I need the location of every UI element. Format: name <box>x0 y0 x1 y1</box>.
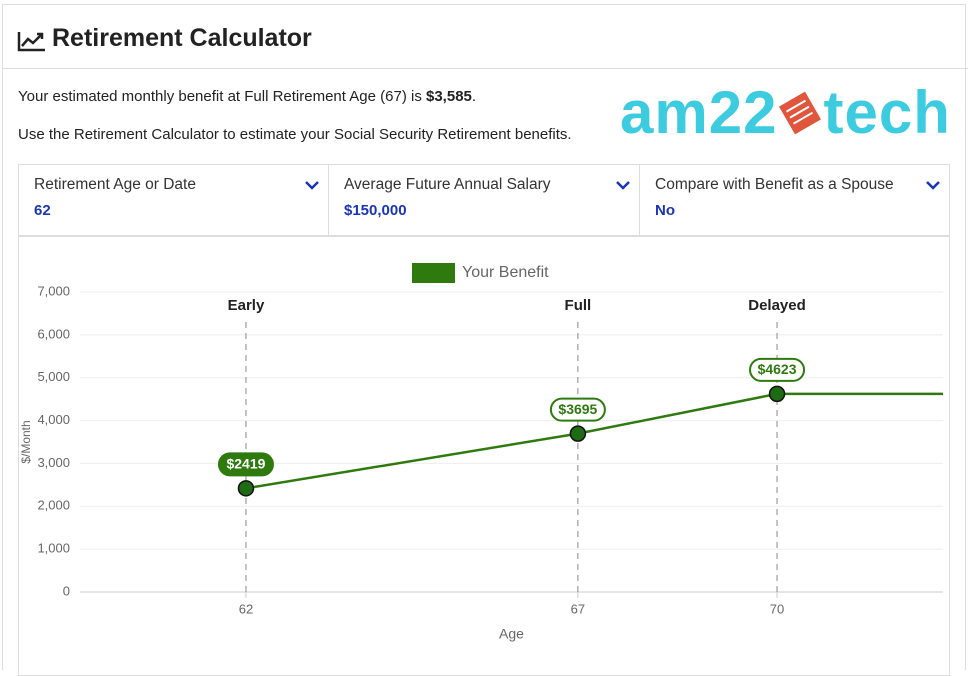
page-title: Retirement Calculator <box>52 24 312 52</box>
intro-end: . <box>471 88 477 105</box>
intro-amount: $3,585 <box>426 88 472 105</box>
selector-label: Compare with Benefit as a Spouse <box>655 176 894 193</box>
value-label-box <box>549 397 606 422</box>
y-tick-label: 0 <box>63 583 70 598</box>
y-axis-label: $/Month <box>19 420 33 463</box>
x-axis-label: Age <box>499 626 524 642</box>
selector-value: $150,000 <box>344 202 407 219</box>
y-tick-label: 6,000 <box>37 326 70 341</box>
value-label-box <box>749 357 806 382</box>
value-label: $3695 <box>558 401 597 417</box>
selector-label: Retirement Age or Date <box>34 176 196 193</box>
legend-label: Your Benefit <box>462 264 549 281</box>
chart: 0 1,000 2,000 3,000 4,000 5,000 6,000 7,000 $/Mo… <box>19 263 943 642</box>
series-line <box>245 392 778 490</box>
phase-label: Full <box>565 297 592 314</box>
selector[interactable]: Average Future Annual Salary $150,000 <box>328 164 640 236</box>
point <box>237 480 255 497</box>
selector-value: 62 <box>34 202 51 219</box>
x-tick-label: 62 <box>239 601 253 616</box>
chart-icon <box>17 32 45 52</box>
separator <box>2 68 968 69</box>
phase-label: Delayed <box>748 297 806 314</box>
chevron-shape <box>305 181 319 190</box>
intro-text: Your estimated monthly benefit at Full R… <box>18 88 422 105</box>
y-tick-label: 3,000 <box>37 455 70 470</box>
logo: am22 tech <box>620 78 951 147</box>
chevron-shape <box>616 181 630 190</box>
x-tick-label: 70 <box>770 601 784 616</box>
chevron-shape <box>926 181 940 190</box>
y-tick-label: 5,000 <box>37 369 70 384</box>
value-label-box <box>217 452 274 477</box>
chevron <box>926 181 940 190</box>
y-tick-label: 2,000 <box>37 498 70 513</box>
logo-left: am22 <box>620 79 778 146</box>
chart-box: 0 1,000 2,000 3,000 4,000 5,000 6,000 7,000 $/Mo… <box>18 236 950 676</box>
chevron <box>305 181 319 190</box>
selector[interactable]: Retirement Age or Date 62 <box>18 164 329 236</box>
y-tick-label: 7,000 <box>37 283 70 298</box>
value-label: $4623 <box>758 361 797 377</box>
y-tick-label: 4,000 <box>37 412 70 427</box>
logo-icon <box>779 91 822 135</box>
logo-right: tech <box>823 79 951 146</box>
legend-swatch <box>412 263 455 283</box>
point <box>768 385 786 403</box>
x-tick-label: 67 <box>571 601 585 616</box>
selector[interactable]: Compare with Benefit as a Spouse No <box>639 164 950 236</box>
selector-value: No <box>655 202 675 219</box>
intro: Your estimated monthly benefit at Full R… <box>18 88 476 105</box>
chevron <box>616 181 630 190</box>
panel <box>2 4 966 670</box>
selector-label: Average Future Annual Salary <box>344 176 551 193</box>
description: Use the Retirement Calculator to estimat… <box>18 126 572 143</box>
point <box>569 425 587 442</box>
y-tick-label: 1,000 <box>37 541 70 556</box>
phase-label: Early <box>228 297 265 314</box>
value-label: $2419 <box>226 456 265 472</box>
